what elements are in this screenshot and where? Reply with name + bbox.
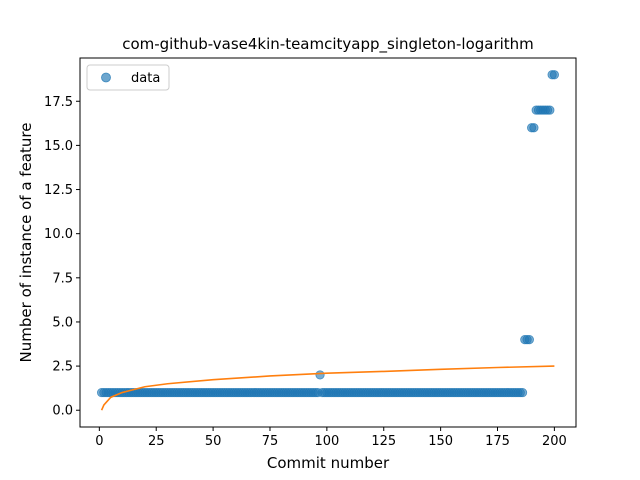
y-tick-label: 10.0 [44, 227, 73, 242]
legend: data [86, 64, 170, 91]
legend-label-data: data [131, 71, 160, 86]
data-point [524, 335, 534, 345]
y-tick-label: 15.0 [44, 139, 73, 154]
x-tick-label: 200 [542, 434, 567, 449]
y-axis-ticks: 0.0 2.5 5.0 7.5 10.0 12.5 15.0 17.5 [44, 95, 80, 419]
x-axis-ticks: 0 25 50 75 100 125 150 175 200 [95, 427, 567, 449]
y-tick-label: 2.5 [52, 360, 73, 375]
x-tick-label: 50 [205, 434, 222, 449]
plot-area [79, 57, 577, 428]
y-tick-label: 12.5 [44, 183, 73, 198]
axes-frame [79, 57, 577, 428]
x-tick-label: 100 [314, 434, 339, 449]
data-point [315, 370, 325, 380]
x-tick-label: 125 [371, 434, 396, 449]
x-tick-label: 75 [262, 434, 279, 449]
data-point [549, 70, 559, 80]
y-tick-label: 0.0 [52, 404, 73, 419]
x-tick-label: 150 [428, 434, 453, 449]
legend-marker-data [101, 72, 111, 83]
trend-line [100, 365, 555, 411]
y-axis-label: Number of instance of a feature [17, 123, 35, 363]
x-axis-label: Commit number [267, 454, 390, 472]
data-point [517, 387, 528, 398]
trend-line-layer [100, 365, 555, 411]
y-tick-label: 5.0 [52, 315, 73, 330]
y-tick-label: 17.5 [44, 95, 73, 110]
data-point [529, 123, 539, 133]
scatter-layer [97, 70, 559, 398]
data-point [545, 105, 555, 115]
y-tick-label: 7.5 [52, 271, 73, 286]
x-tick-label: 25 [148, 434, 165, 449]
legend-frame [86, 64, 170, 91]
chart-title: com-github-vase4kin-teamcityapp_singleto… [122, 35, 534, 54]
x-tick-label: 0 [95, 434, 103, 449]
x-tick-label: 175 [485, 434, 510, 449]
